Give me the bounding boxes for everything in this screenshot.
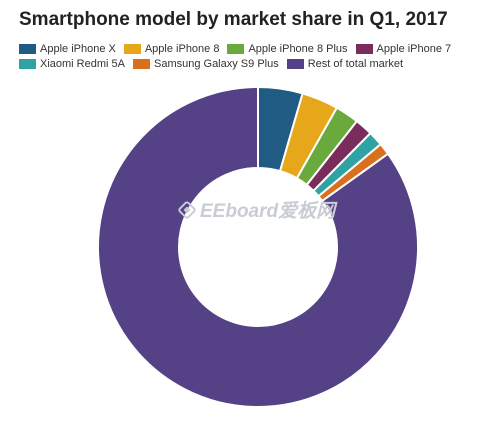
watermark-text: EEboard爱板网 — [200, 201, 336, 222]
legend-swatch — [123, 44, 141, 54]
legend-item: Apple iPhone X — [19, 43, 116, 55]
legend-label: Xiaomi Redmi 5A — [40, 58, 125, 70]
donut-chart — [97, 85, 419, 408]
legend-item: Samsung Galaxy S9 Plus — [132, 58, 279, 70]
legend-swatch — [19, 44, 36, 54]
legend-label: Apple iPhone 7 — [376, 43, 452, 55]
legend-swatch — [19, 59, 36, 69]
legend-item: Apple iPhone 7 — [355, 43, 452, 55]
legend-item: Rest of total market — [286, 58, 404, 70]
eeboard-logo-icon — [178, 200, 196, 219]
chart-legend: Apple iPhone X Apple iPhone 8 Apple iPhone… — [19, 43, 489, 70]
legend-swatch — [355, 44, 373, 54]
legend-label: Apple iPhone X — [40, 43, 116, 55]
legend-item: Apple iPhone 8 Plus — [227, 43, 348, 55]
legend-label: Apple iPhone 8 Plus — [248, 43, 348, 55]
legend-swatch — [132, 59, 150, 69]
pie-slice — [97, 85, 419, 408]
legend-label: Apple iPhone 8 — [144, 43, 220, 55]
chart-title: Smartphone model by market share in Q1, … — [19, 9, 448, 30]
legend-swatch — [227, 44, 245, 54]
legend-label: Samsung Galaxy S9 Plus — [153, 58, 279, 70]
legend-item: Xiaomi Redmi 5A — [19, 58, 125, 70]
legend-item: Apple iPhone 8 — [123, 43, 220, 55]
legend-label: Rest of total market — [307, 58, 404, 70]
legend-swatch — [286, 59, 304, 69]
watermark: EEboard爱板网 — [178, 196, 335, 223]
